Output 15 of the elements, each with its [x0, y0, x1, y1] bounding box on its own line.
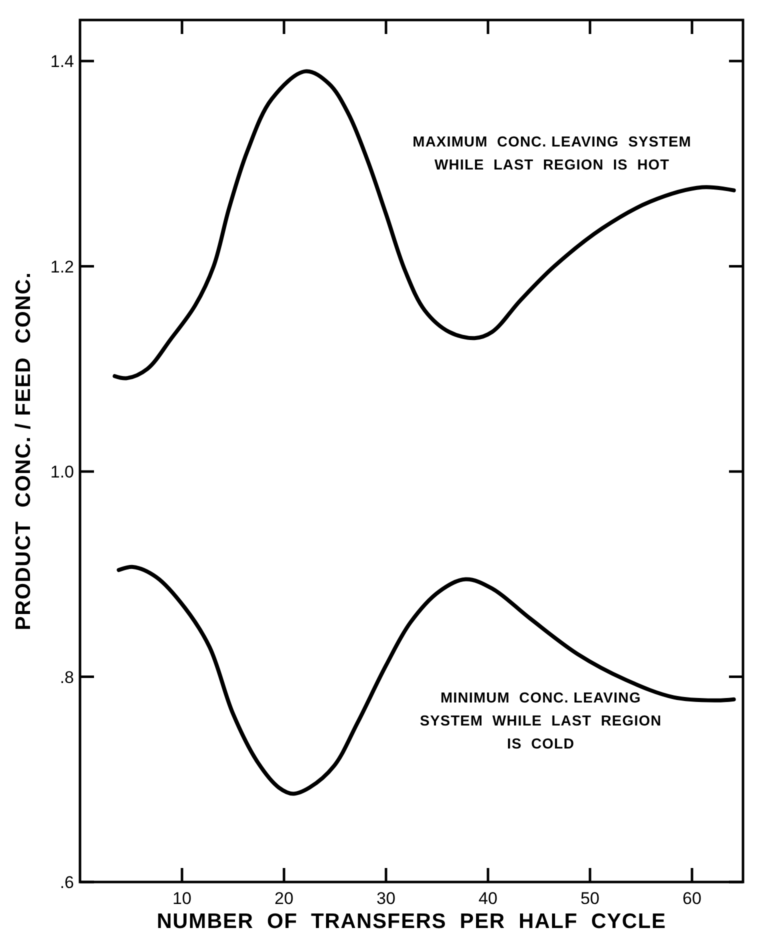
y-tick-label: .8 — [60, 668, 74, 687]
x-axis-title: NUMBER OF TRANSFERS PER HALF CYCLE — [156, 910, 666, 933]
y-tick-label: 1.2 — [50, 257, 74, 276]
x-tick-label: 40 — [478, 889, 498, 908]
y-tick-label: 1.0 — [50, 462, 74, 482]
annotation: MAXIMUM CONC. LEAVING SYSTEM WHILE LAST REGION IS HOT — [412, 134, 692, 174]
y-tick-label: .6 — [60, 873, 74, 892]
x-tick-label: 30 — [376, 889, 396, 908]
y-axis-title: PRODUCT CONC. / FEED CONC. — [12, 272, 35, 630]
x-tick-label: 50 — [580, 889, 600, 908]
x-tick-label: 60 — [682, 889, 702, 908]
annotation: MINIMUM CONC. LEAVING SYSTEM WHILE LAST REGION IS COLD — [420, 690, 662, 753]
y-tick-label: 1.4 — [50, 52, 74, 72]
x-tick-label: 20 — [274, 889, 294, 908]
x-tick-label: 10 — [172, 889, 192, 908]
